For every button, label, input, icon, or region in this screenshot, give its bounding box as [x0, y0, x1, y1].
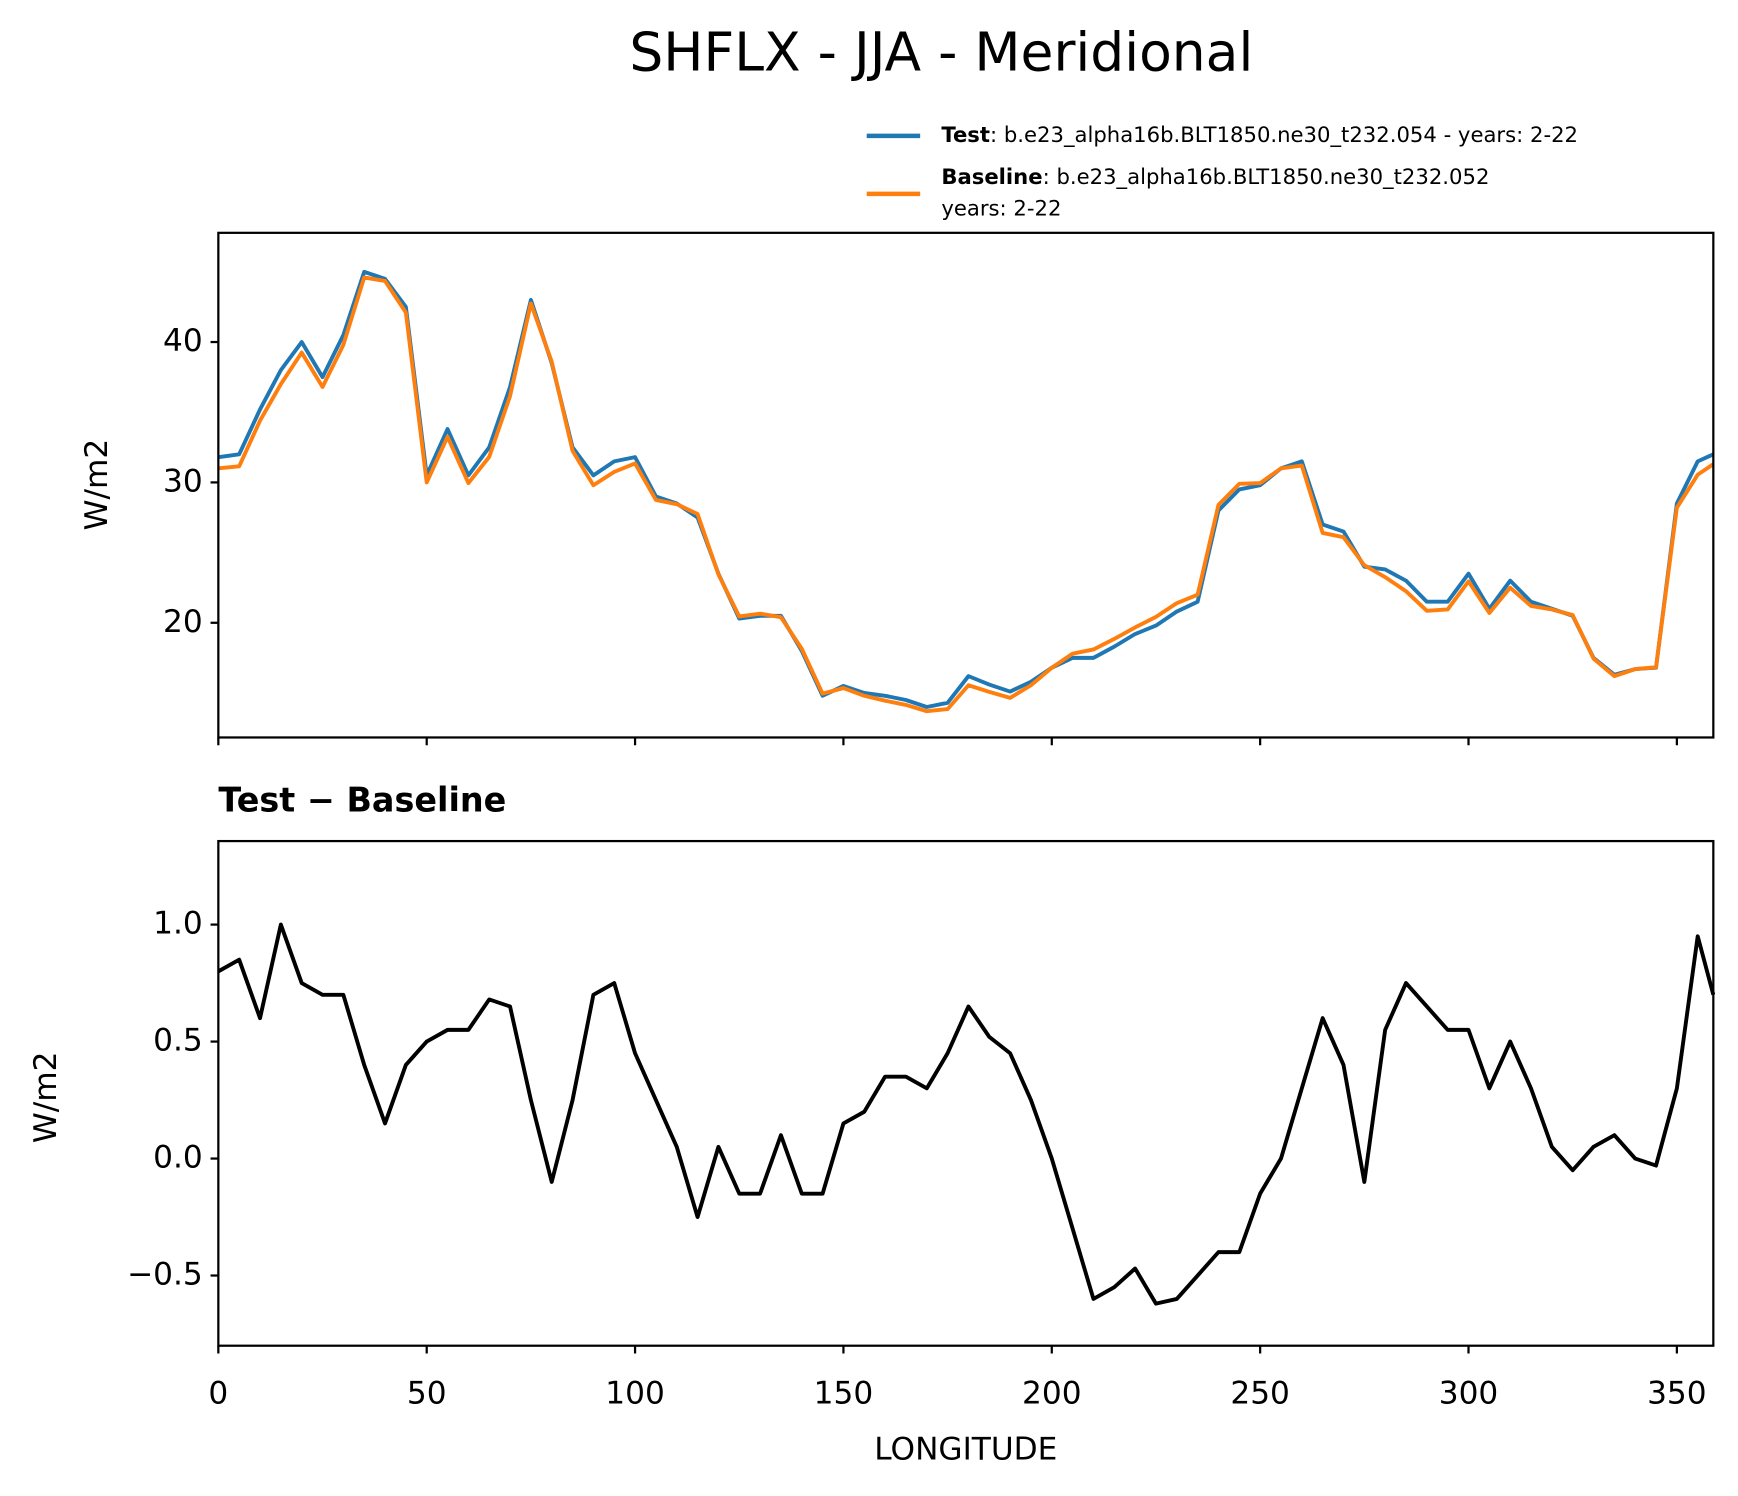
- axes-frame: [217, 839, 1715, 1347]
- x-tick-label: 100: [605, 1376, 665, 1412]
- x-tick-label: 250: [1230, 1376, 1290, 1412]
- legend-entry: Baseline: b.e23_alpha16b.BLT1850.ne30_t2…: [941, 164, 1489, 189]
- figure-body: SHFLX - JJA - Meridional Test: b.e23_alp…: [28, 20, 1716, 1467]
- y-tick-label: 0.5: [153, 1023, 203, 1059]
- data-line: [217, 922, 1716, 1306]
- legend-name: Test: [941, 122, 990, 147]
- data-line: [218, 269, 1715, 709]
- y-tick-label: −0.5: [127, 1257, 203, 1293]
- legend-name: Baseline: [941, 164, 1042, 189]
- y-tick-label: 20: [163, 604, 203, 640]
- legend-detail: years: 2-22: [941, 195, 1061, 220]
- x-tick-label: 200: [1022, 1376, 1082, 1412]
- legend-detail: : b.e23_alpha16b.BLT1850.ne30_t232.052: [1043, 164, 1490, 189]
- legend: Test: b.e23_alpha16b.BLT1850.ne30_t232.0…: [866, 122, 1578, 220]
- x-axis-label: LONGITUDE: [874, 1431, 1057, 1467]
- legend-entry: Test: b.e23_alpha16b.BLT1850.ne30_t232.0…: [941, 122, 1578, 147]
- x-tick-label: 300: [1439, 1376, 1499, 1412]
- legend-detail: : b.e23_alpha16b.BLT1850.ne30_t232.054 -…: [990, 122, 1578, 147]
- x-tick-label: 0: [208, 1376, 228, 1412]
- y-tick-label: 40: [163, 323, 203, 359]
- x-tick-label: 350: [1647, 1376, 1707, 1412]
- y-axis-label: W/m2: [79, 439, 115, 531]
- y-tick-label: 1.0: [153, 906, 203, 942]
- x-tick-label: 50: [407, 1376, 447, 1412]
- axes-frame: [217, 231, 1715, 739]
- subplot-title: Test − Baseline: [218, 781, 506, 820]
- figure-title: SHFLX - JJA - Meridional: [629, 20, 1253, 83]
- y-axis-label: W/m2: [28, 1052, 64, 1144]
- y-tick-label: 0.0: [153, 1140, 203, 1176]
- data-line: [218, 275, 1715, 714]
- x-tick-label: 150: [814, 1376, 874, 1412]
- y-tick-label: 30: [163, 463, 203, 499]
